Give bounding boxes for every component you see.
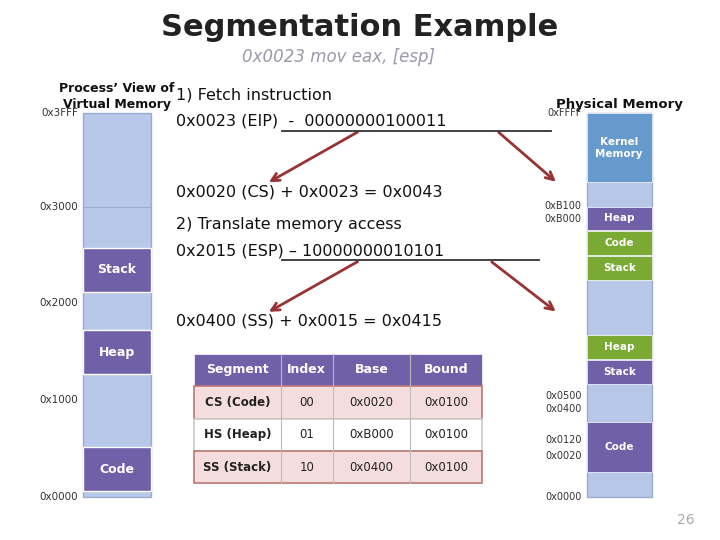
Bar [587,422,652,472]
Bar [587,113,652,497]
Text: Code: Code [605,238,634,248]
Text: 0x0020: 0x0020 [545,451,582,461]
Bar [83,113,151,497]
Text: Code: Code [605,442,634,452]
Text: Kernel
Memory: Kernel Memory [595,137,643,159]
Bar [194,386,482,418]
Text: 0xFFFF: 0xFFFF [547,109,582,118]
Text: 0x0020: 0x0020 [349,396,394,409]
Text: 0x1000: 0x1000 [39,395,78,405]
Text: HS (Heap): HS (Heap) [204,428,271,441]
Text: 10: 10 [300,461,314,474]
Text: 0xB000: 0xB000 [349,428,394,441]
Text: 0x0400: 0x0400 [545,404,582,414]
Text: Code: Code [99,462,135,476]
Text: 0x0100: 0x0100 [424,428,469,441]
Text: 26: 26 [678,512,695,526]
Bar [587,335,652,359]
Text: 0x0400: 0x0400 [349,461,394,474]
Text: Heap: Heap [604,342,634,352]
Bar [587,360,652,384]
Bar [587,232,652,255]
Text: Bound: Bound [424,363,469,376]
Text: 0x0000: 0x0000 [39,492,78,502]
Text: SS (Stack): SS (Stack) [204,461,271,474]
Text: 1) Fetch instruction: 1) Fetch instruction [176,87,333,102]
Text: Physical Memory: Physical Memory [556,98,683,111]
Text: 0x0023 mov eax, [esp]: 0x0023 mov eax, [esp] [242,48,435,66]
Text: Process’ View of
Virtual Memory: Process’ View of Virtual Memory [59,82,175,111]
Text: 0x0500: 0x0500 [545,391,582,401]
Bar [194,418,482,451]
Text: 0x3FFF: 0x3FFF [41,109,78,118]
Text: Segmentation Example: Segmentation Example [161,14,559,43]
Bar [83,247,151,292]
Text: 0xB100: 0xB100 [545,201,582,211]
Text: 00: 00 [300,396,314,409]
Text: Base: Base [354,363,389,376]
Bar [83,330,151,374]
Bar [587,256,652,280]
Text: 0x0023 (EIP)  -  00000000100011: 0x0023 (EIP) - 00000000100011 [176,114,447,129]
Text: 0x2000: 0x2000 [39,298,78,308]
Text: 0x0000: 0x0000 [545,492,582,502]
Text: Index: Index [287,363,326,376]
Bar [587,207,652,231]
Text: Stack: Stack [603,264,636,273]
Text: 0x0400 (SS) + 0x0015 = 0x0415: 0x0400 (SS) + 0x0015 = 0x0415 [176,314,442,329]
Text: 0x0100: 0x0100 [424,461,469,474]
Bar [83,447,151,491]
Text: 0x3000: 0x3000 [39,201,78,212]
Bar [587,113,652,183]
Text: Heap: Heap [99,346,135,359]
Text: CS (Code): CS (Code) [205,396,270,409]
Text: 0xB000: 0xB000 [545,214,582,224]
Bar [194,354,482,386]
Text: 0x0120: 0x0120 [545,435,582,445]
Text: 2) Translate memory access: 2) Translate memory access [176,217,402,232]
Text: Heap: Heap [604,213,634,224]
Bar [194,451,482,483]
Text: 01: 01 [300,428,314,441]
Text: 0x0020 (CS) + 0x0023 = 0x0043: 0x0020 (CS) + 0x0023 = 0x0043 [176,184,443,199]
Text: Stack: Stack [603,367,636,377]
Text: 0x2015 (ESP) – 10000000010101: 0x2015 (ESP) – 10000000010101 [176,244,445,259]
Text: Segment: Segment [207,363,269,376]
Text: 0x0100: 0x0100 [424,396,469,409]
Text: Stack: Stack [97,263,137,276]
